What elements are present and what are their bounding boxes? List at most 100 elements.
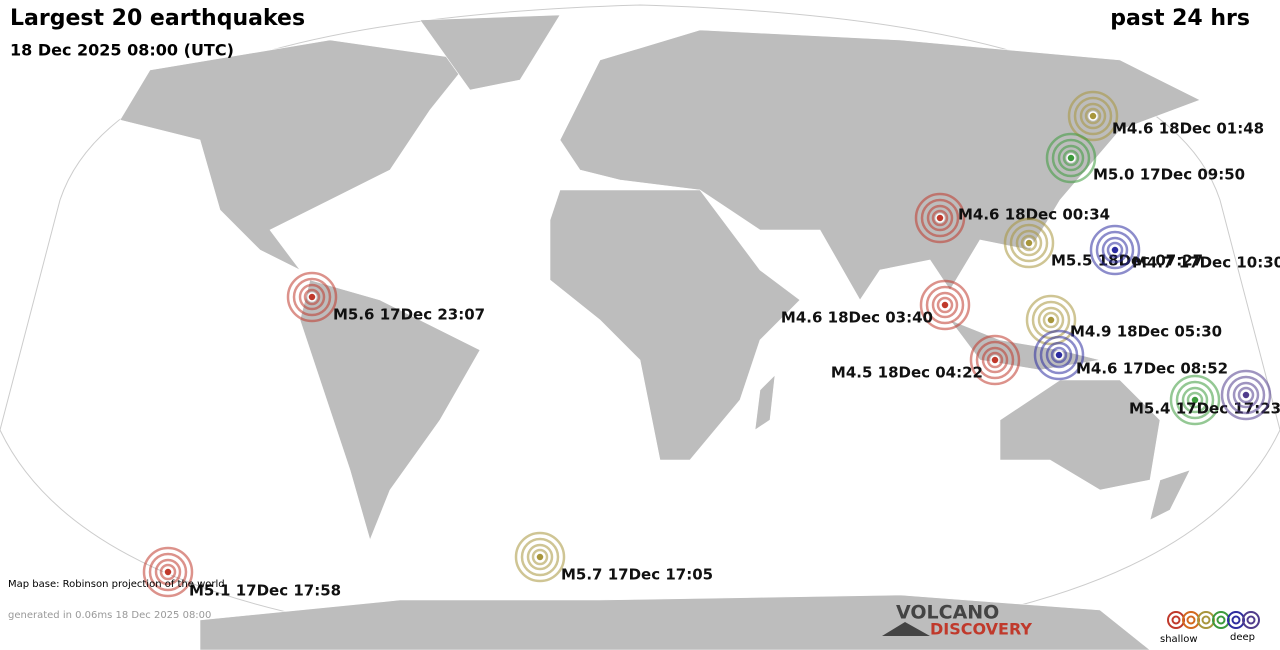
quake-ring <box>1079 102 1107 130</box>
quake-ring <box>303 288 321 306</box>
quake-center <box>940 300 950 310</box>
legend-ring-inner <box>1246 615 1256 625</box>
quake <box>1025 294 1077 346</box>
legend-ring <box>1242 611 1260 629</box>
quake-ring <box>1095 230 1135 270</box>
quake <box>1220 369 1272 421</box>
quake-center <box>935 213 945 223</box>
quake-label: M4.6 18Dec 00:34 <box>958 206 1110 224</box>
land <box>119 14 1201 650</box>
quake-center <box>1066 153 1076 163</box>
quake-ring <box>1226 375 1266 415</box>
quake-ring <box>1175 380 1215 420</box>
quake <box>1067 90 1119 142</box>
quake-ring <box>986 351 1004 369</box>
legend-ring <box>1197 611 1215 629</box>
quake-ring <box>925 285 965 325</box>
quake <box>286 271 338 323</box>
quake-ring <box>1057 144 1085 172</box>
quake-ring <box>1003 217 1055 269</box>
quake-ring <box>1101 236 1129 264</box>
quake-label: M4.6 18Dec 01:48 <box>1112 120 1264 138</box>
title: Largest 20 earthquakes <box>10 6 305 31</box>
quake-center <box>1046 315 1056 325</box>
quake-ring <box>914 192 966 244</box>
quake-ring <box>1033 329 1085 381</box>
legend-ring-inner <box>1171 615 1181 625</box>
quake-ring <box>1073 96 1113 136</box>
quake-ring <box>1067 90 1119 142</box>
quake-ring <box>1181 386 1209 414</box>
period: past 24 hrs <box>1110 6 1250 31</box>
quake-ring <box>148 552 188 592</box>
logo-line2: DISCOVERY <box>930 620 1032 639</box>
quake-ring <box>975 340 1015 380</box>
quake-center <box>1241 390 1251 400</box>
quake-ring <box>1062 149 1080 167</box>
legend-ring-inner <box>1186 615 1196 625</box>
quake-label: M5.7 17Dec 17:05 <box>561 566 713 584</box>
quake-ring <box>1039 335 1079 375</box>
quake-ring <box>936 296 954 314</box>
quake-ring <box>1025 294 1077 346</box>
quake-ring <box>931 209 949 227</box>
legend-ring <box>1227 611 1245 629</box>
legend-shallow: shallow <box>1160 634 1198 645</box>
quake <box>969 334 1021 386</box>
quake-ring <box>514 531 566 583</box>
date: 18 Dec 2025 08:00 (UTC) <box>10 41 234 60</box>
quake-label: M4.6 17Dec 08:52 <box>1076 360 1228 378</box>
quake-ring <box>159 563 177 581</box>
quake-ring <box>520 537 560 577</box>
legend-ring <box>1167 611 1185 629</box>
quake-ring <box>981 346 1009 374</box>
quake-ring <box>931 291 959 319</box>
quake-label: M5.1 17Dec 17:58 <box>189 582 341 600</box>
quake-center <box>1110 245 1120 255</box>
quake-label: M5.0 17Dec 09:50 <box>1093 166 1245 184</box>
quake-ring <box>919 279 971 331</box>
quake <box>1045 132 1097 184</box>
quake-ring <box>1015 229 1043 257</box>
quakes: M4.6 18Dec 01:48 M5.0 17Dec 09:50 M4.6 18D… <box>142 90 1280 600</box>
quake-label: M4.7 17Dec 10:30 <box>1132 254 1280 272</box>
quake-ring <box>1051 138 1091 178</box>
map-base: Map base: Robinson projection of the wor… <box>8 579 225 590</box>
quake-ring <box>1020 234 1038 252</box>
quake-ring <box>1042 311 1060 329</box>
quake-center <box>1024 238 1034 248</box>
quake-center <box>307 292 317 302</box>
quake-ring <box>926 204 954 232</box>
quake-ring <box>1045 341 1073 369</box>
quake-ring <box>1084 107 1102 125</box>
legend-ring-inner <box>1201 615 1211 625</box>
quake-center <box>1088 111 1098 121</box>
quake-center <box>1054 350 1064 360</box>
quake <box>514 531 566 583</box>
quake-ring <box>969 334 1021 386</box>
legend-ring-inner <box>1216 615 1226 625</box>
quake-label: M4.6 18Dec 03:40 <box>781 309 933 327</box>
quake-ring <box>1050 346 1068 364</box>
quake-ring <box>526 543 554 571</box>
quake-ring <box>286 271 338 323</box>
quake-center <box>1190 395 1200 405</box>
quake-center <box>990 355 1000 365</box>
quake-label: M5.5 18Dec 07:27 <box>1051 252 1203 270</box>
quake-ring <box>142 546 194 598</box>
quake-ring <box>1106 241 1124 259</box>
quake-ring <box>1186 391 1204 409</box>
quake-ring <box>1009 223 1049 263</box>
legend-ring <box>1182 611 1200 629</box>
quake-ring <box>1169 374 1221 426</box>
quake-ring <box>292 277 332 317</box>
quake <box>919 279 971 331</box>
quake-label: M4.5 18Dec 04:22 <box>831 364 983 382</box>
legend-deep: deep <box>1230 632 1255 643</box>
quake-ring <box>1237 386 1255 404</box>
quake-center <box>163 567 173 577</box>
quake <box>1169 374 1221 426</box>
quake-ring <box>1232 381 1260 409</box>
quake-label: M5.6 17Dec 23:07 <box>333 306 485 324</box>
